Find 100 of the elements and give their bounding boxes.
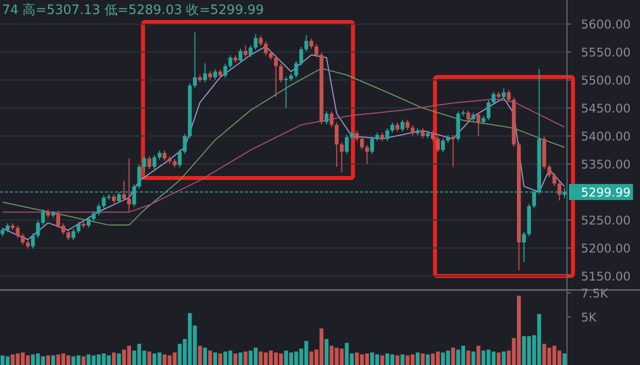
candlestick xyxy=(314,44,318,58)
candlestick xyxy=(344,134,349,154)
bar xyxy=(213,352,218,365)
bar xyxy=(147,352,152,365)
candlestick xyxy=(299,46,304,66)
candlestick xyxy=(244,44,248,58)
bar xyxy=(244,352,248,365)
y-tick-label: 5450.00 xyxy=(581,102,631,116)
candlestick xyxy=(552,172,556,186)
candlestick xyxy=(152,154,156,170)
bar xyxy=(502,352,506,365)
candlestick xyxy=(420,128,425,139)
bar xyxy=(112,352,116,365)
candlestick xyxy=(385,128,390,142)
ref-line-label: 5299.99 xyxy=(581,186,631,200)
y-tick-label: 5150.00 xyxy=(581,270,631,284)
line-series xyxy=(2,68,565,226)
candlestick xyxy=(182,133,187,154)
candlestick xyxy=(203,62,207,83)
bar xyxy=(466,350,470,365)
bar xyxy=(380,355,384,365)
candlestick xyxy=(264,40,268,56)
bar xyxy=(471,352,476,365)
candlestick xyxy=(122,180,126,202)
candlestick xyxy=(441,138,445,153)
candlestick xyxy=(127,158,132,212)
candlestick xyxy=(71,228,76,241)
candlestick xyxy=(284,76,288,109)
y-tick-label: 5550.00 xyxy=(581,46,631,60)
candlestick xyxy=(476,112,480,137)
candlestick xyxy=(102,194,106,209)
candlestick xyxy=(406,119,410,130)
candlestick xyxy=(294,60,298,78)
candlestick xyxy=(147,156,152,170)
candlestick xyxy=(228,54,232,69)
y-tick-label: 5600.00 xyxy=(581,18,631,32)
candlestick xyxy=(162,150,166,162)
candlestick xyxy=(178,148,182,168)
bar xyxy=(198,346,202,365)
y-tick-label: 5200.00 xyxy=(581,242,631,256)
candlestick xyxy=(254,34,258,50)
candlestick xyxy=(192,32,197,88)
candlestick xyxy=(522,231,526,263)
bar xyxy=(395,355,400,365)
bar xyxy=(203,348,207,365)
candlestick xyxy=(20,232,25,246)
bar xyxy=(117,353,121,365)
candlestick xyxy=(142,156,146,173)
candlestick xyxy=(410,124,415,136)
y-tick-label: 5250.00 xyxy=(581,214,631,228)
candlestick xyxy=(258,35,263,46)
candlestick xyxy=(30,232,35,250)
y-tick-label: 5350.00 xyxy=(581,158,631,172)
candlestick xyxy=(92,210,96,222)
candlestick xyxy=(365,144,369,165)
candlestick xyxy=(430,130,435,142)
candlestick xyxy=(248,44,253,58)
y-tick-label: 5500.00 xyxy=(581,74,631,88)
bar xyxy=(562,353,566,365)
candlestick xyxy=(66,230,70,241)
candlestick xyxy=(309,38,314,50)
candlestick xyxy=(304,34,308,52)
candlestick xyxy=(492,91,496,106)
candlestick xyxy=(41,208,45,226)
bar xyxy=(233,353,238,365)
bar xyxy=(416,352,420,365)
y-tick-label: 5K xyxy=(581,310,598,324)
candlestick xyxy=(436,136,440,153)
candlestick xyxy=(354,130,359,142)
bar xyxy=(476,346,480,365)
bar xyxy=(496,352,501,365)
bar xyxy=(238,352,242,365)
candlestick xyxy=(274,54,278,98)
candlestick xyxy=(557,180,562,201)
bar xyxy=(218,353,222,365)
candlestick xyxy=(334,122,339,168)
candlestick xyxy=(486,100,490,121)
bar xyxy=(451,348,456,365)
candlestick xyxy=(390,122,394,134)
bar xyxy=(51,355,56,365)
candlestick xyxy=(61,222,66,236)
candlestick xyxy=(96,203,101,216)
candlestick xyxy=(451,134,456,168)
bar xyxy=(324,339,328,365)
candlestick xyxy=(223,63,228,78)
candlestick xyxy=(137,164,142,190)
candlestick xyxy=(360,136,364,150)
candlestick xyxy=(324,110,328,125)
candlestick xyxy=(86,216,91,228)
bar xyxy=(420,353,425,365)
bar xyxy=(208,350,212,365)
bar xyxy=(426,354,430,365)
bar xyxy=(400,354,404,365)
y-tick-label: 7.5K xyxy=(581,286,610,300)
y-tick-label: 5400.00 xyxy=(581,130,631,144)
chart-title: 74 高=5307.13 低=5289.03 收=5299.99 xyxy=(2,2,264,18)
candlestick xyxy=(76,221,80,234)
candlestick xyxy=(330,110,334,128)
candlestick xyxy=(36,220,40,238)
bar xyxy=(82,356,86,365)
